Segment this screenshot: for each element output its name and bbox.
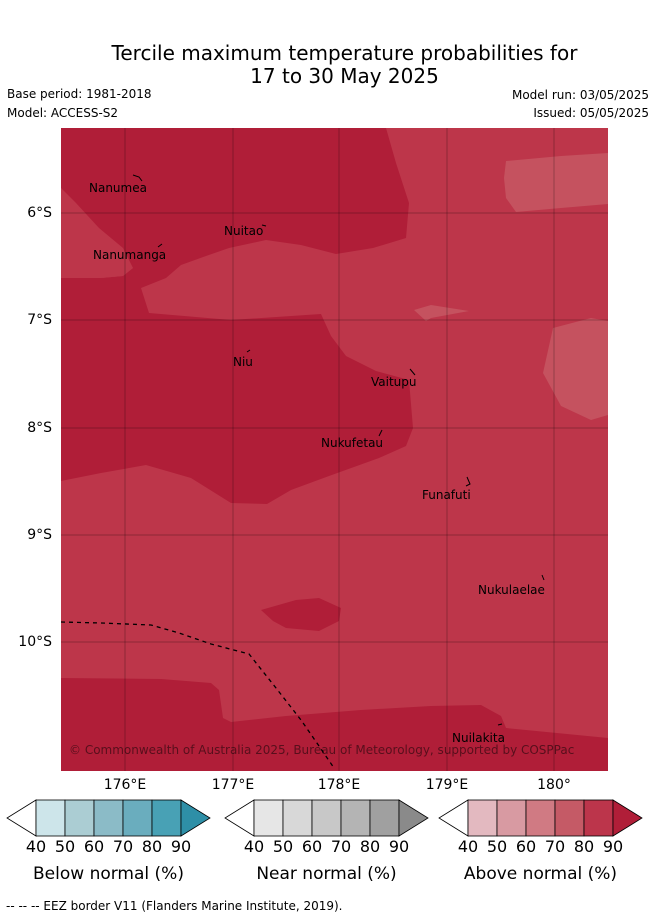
- y-tick-label: 9°S: [27, 527, 52, 543]
- colorbar-tick-label: 80: [359, 837, 381, 856]
- x-tick-label: 180°: [537, 777, 571, 793]
- x-tick-label: 178°E: [317, 777, 361, 793]
- graticule: [61, 128, 608, 771]
- colorbar-extend-high: [180, 799, 211, 837]
- place-label-nuitao: Nuitao: [224, 224, 263, 238]
- colorbar-swatch: [340, 799, 371, 837]
- colorbar-swatch: [122, 799, 153, 837]
- place-label-nanumea: Nanumea: [89, 181, 147, 195]
- colorbar-tick-label: 60: [83, 837, 105, 856]
- x-tick-label: 176°E: [103, 777, 147, 793]
- y-tick-label: 6°S: [27, 205, 52, 221]
- colorbar-swatch: [554, 799, 585, 837]
- colorbar-swatch: [369, 799, 400, 837]
- copyright-credit: © Commonwealth of Australia 2025, Bureau…: [69, 743, 574, 757]
- probability-map: Nanumea Nuitao Nanumanga Niu Vaitupu Nuk…: [61, 128, 608, 771]
- colorbar-tick-label: 80: [573, 837, 595, 856]
- high-probability-region-north: [61, 128, 413, 504]
- colorbar-tick-label: 40: [25, 837, 47, 856]
- high-probability-region-south: [61, 678, 608, 771]
- x-tick-label: 179°E: [425, 777, 469, 793]
- light-region-northwest: [61, 188, 133, 278]
- colorbar-tick-label: 70: [544, 837, 566, 856]
- place-label-nanumanga: Nanumanga: [93, 248, 166, 262]
- colorbar-tick-label: 90: [602, 837, 624, 856]
- colorbar-swatch: [583, 799, 614, 837]
- map-title-line-1: Tercile maximum temperature probabilitie…: [111, 41, 578, 65]
- colorbar-extend-high: [398, 799, 429, 837]
- y-tick-label: 7°S: [27, 312, 52, 328]
- place-label-funafuti: Funafuti: [422, 488, 471, 502]
- colorbar-tick-label: 50: [272, 837, 294, 856]
- issued-text: Issued: 05/05/2025: [533, 106, 649, 120]
- y-tick-label: 8°S: [27, 420, 52, 436]
- island-outlines: [132, 174, 545, 726]
- colorbar-above-normal: [438, 799, 643, 837]
- place-label-nukulaelae: Nukulaelae: [478, 583, 545, 597]
- colorbar-label-near: Near normal (%): [256, 864, 397, 884]
- eez-border-line: [61, 621, 335, 769]
- model-run-text: Model run: 03/05/2025: [511, 88, 649, 102]
- colorbar-tick-label: 90: [170, 837, 192, 856]
- colorbar-extend-high: [612, 799, 643, 837]
- light-patch-east: [543, 318, 608, 420]
- colorbar-swatch: [151, 799, 182, 837]
- colorbar-label-below: Below normal (%): [33, 864, 184, 884]
- colorbar-tick-label: 50: [54, 837, 76, 856]
- light-patch-northeast: [504, 153, 608, 212]
- colorbar-tick-label: 70: [112, 837, 134, 856]
- colorbar-swatch: [467, 799, 498, 837]
- colorbar-tick-label: 40: [457, 837, 479, 856]
- colorbar-swatch: [253, 799, 284, 837]
- y-tick-label: 10°S: [18, 634, 52, 650]
- colorbar-swatch: [35, 799, 66, 837]
- colorbar-tick-label: 60: [301, 837, 323, 856]
- x-tick-label: 177°E: [211, 777, 255, 793]
- colorbar-extend-low: [224, 799, 255, 837]
- colorbar-swatch: [496, 799, 527, 837]
- colorbar-swatch: [525, 799, 556, 837]
- colorbar-extend-low: [438, 799, 469, 837]
- eez-footnote: -- -- -- EEZ border V11 (Flanders Marine…: [6, 899, 343, 913]
- colorbar-swatch: [64, 799, 95, 837]
- colorbar-tick-label: 40: [243, 837, 265, 856]
- high-probability-patch-south: [261, 598, 341, 631]
- map-title-line-2: 17 to 30 May 2025: [250, 64, 439, 88]
- colorbar-swatch: [282, 799, 313, 837]
- colorbar-tick-label: 70: [330, 837, 352, 856]
- place-label-niu: Niu: [233, 355, 253, 369]
- colorbar-tick-label: 90: [388, 837, 410, 856]
- place-label-nuilakita: Nuilakita: [452, 731, 505, 745]
- place-labels: Nanumea Nuitao Nanumanga Niu Vaitupu Nuk…: [89, 181, 545, 745]
- map-panel[interactable]: Nanumea Nuitao Nanumanga Niu Vaitupu Nuk…: [61, 128, 608, 771]
- colorbar-tick-label: 60: [515, 837, 537, 856]
- colorbar-below-normal: [6, 799, 211, 837]
- light-patch-centre: [414, 305, 469, 321]
- place-label-nukufetau: Nukufetau: [321, 436, 383, 450]
- base-period-text: Base period: 1981-2018: [7, 87, 152, 101]
- colorbar-swatch: [93, 799, 124, 837]
- model-text: Model: ACCESS-S2: [7, 106, 119, 120]
- colorbar-label-above: Above normal (%): [463, 864, 618, 884]
- colorbar-tick-label: 80: [141, 837, 163, 856]
- place-label-vaitupu: Vaitupu: [371, 375, 417, 389]
- colorbar-swatch: [311, 799, 342, 837]
- colorbar-extend-low: [6, 799, 37, 837]
- colorbar-tick-label: 50: [486, 837, 508, 856]
- colorbar-near-normal: [224, 799, 429, 837]
